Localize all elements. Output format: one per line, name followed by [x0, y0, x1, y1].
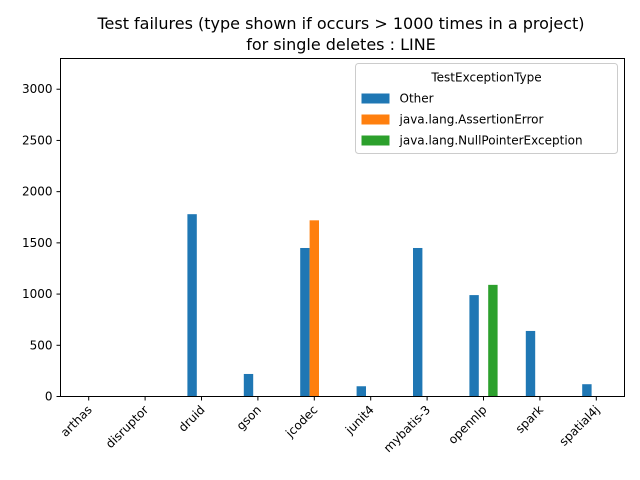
bar-jcodec-series-1 — [309, 220, 319, 397]
y-tick-label: 500 — [30, 338, 53, 352]
y-tick-label: 3000 — [22, 82, 53, 96]
x-tick-label: arthas — [58, 403, 95, 440]
x-tick-label: mybatis-3 — [381, 403, 433, 455]
x-tick-label: junit4 — [342, 403, 377, 438]
legend-swatch — [361, 114, 390, 125]
legend-frame — [355, 63, 618, 154]
plot-frame — [60, 58, 625, 397]
chart-subtitle: for single deletes : LINE — [246, 35, 436, 54]
x-tick-label: disruptor — [103, 403, 151, 451]
bar-junit4-series-0 — [356, 386, 366, 397]
legend-title: TestExceptionType — [430, 71, 541, 85]
bars-layer — [187, 214, 592, 397]
legend-label: java.lang.NullPointerException — [399, 134, 583, 148]
x-tick-label: spatial4j — [557, 403, 603, 449]
bar-mybatis-3-series-0 — [413, 247, 423, 397]
x-tick-label: druid — [176, 403, 208, 435]
legend-label: java.lang.AssertionError — [399, 113, 544, 127]
y-tick-label: 2000 — [22, 185, 53, 199]
y-axis: 0 500 1000 1500 2000 2500 3000 — [22, 82, 61, 404]
x-tick-label: spark — [513, 403, 546, 436]
bar-opennlp-series-0 — [469, 295, 479, 397]
x-tick-label: opennlp — [445, 403, 489, 447]
legend: TestExceptionType Other java.lang.Assertio… — [355, 63, 618, 154]
x-tick-label: jcodec — [282, 403, 320, 441]
bar-jcodec-series-0 — [300, 247, 310, 397]
legend-swatch — [361, 135, 390, 146]
bar-spark-series-0 — [525, 330, 536, 397]
x-axis: arthas disruptor druid gson jcodec junit4 myba… — [58, 396, 603, 455]
x-tick-label: gson — [234, 403, 264, 433]
y-tick-label: 2500 — [22, 133, 53, 147]
legend-label: Other — [400, 92, 434, 106]
bar-opennlp-series-2 — [488, 284, 498, 397]
bar-druid-series-0 — [187, 214, 197, 397]
y-tick-label: 1500 — [22, 236, 53, 250]
chart-title: Test failures (type shown if occurs > 10… — [96, 14, 584, 33]
bar-spatial4j-series-0 — [582, 384, 592, 397]
y-tick-label: 1000 — [22, 287, 53, 301]
bar-gson-series-0 — [243, 373, 254, 397]
y-tick-label: 0 — [45, 390, 53, 404]
legend-swatch — [361, 93, 390, 104]
